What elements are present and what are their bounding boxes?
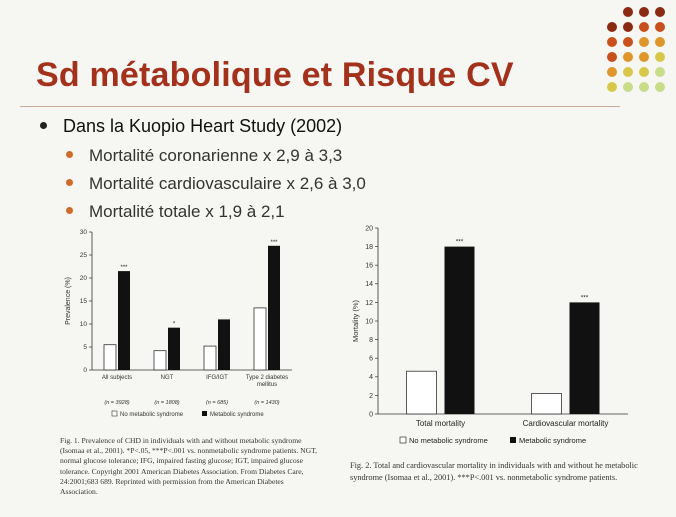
y-tick-label: 0 (369, 411, 373, 418)
legend-swatch-no-metabolic (399, 436, 407, 444)
bar-metabolic-syndrome (444, 246, 475, 414)
chd-prevalence-chart: 0 5 10 15 20 25 30 Prevalence (%) *** All subject… (65, 229, 292, 418)
bar-metabolic-syndrome (569, 302, 600, 414)
decorative-dot (607, 82, 617, 92)
figure-1-caption: Fig. 1. Prevalence of CHD in individuals… (60, 436, 318, 497)
decorative-dot (655, 52, 665, 62)
y-tick-label: 8 (369, 337, 373, 344)
decorative-dot (623, 7, 633, 17)
decorative-dot (639, 52, 649, 62)
y-tick-label: 16 (365, 263, 373, 270)
significance-label: *** (120, 265, 128, 271)
legend-label: Metabolic syndrome (210, 412, 264, 418)
decorative-dot (607, 22, 617, 32)
legend-swatch-metabolic (202, 411, 207, 416)
y-tick-label: 18 (365, 244, 373, 251)
decorative-dot (655, 37, 665, 47)
decorative-dot (623, 67, 633, 77)
sub-bullet-text: Mortalité coronarienne x 2,9 à 3,3 (89, 146, 343, 165)
sub-bullet-dot (66, 151, 73, 159)
bar-metabolic-syndrome (118, 271, 130, 370)
decorative-dot (639, 82, 649, 92)
sample-size-label: (n = 3928) (104, 400, 129, 406)
y-tick-label: 14 (365, 281, 373, 288)
x-tick-label: Total mortality (416, 419, 465, 428)
decorative-dot (655, 7, 665, 17)
y-tick-label: 2 (369, 393, 373, 400)
legend-swatch-no-metabolic (111, 410, 118, 417)
decorative-dot (607, 67, 617, 77)
decorative-dot (655, 22, 665, 32)
x-tick-label: Type 2 diabetes (246, 375, 288, 381)
decorative-dot (623, 82, 633, 92)
decorative-dot-grid (607, 7, 665, 92)
decorative-dot (623, 52, 633, 62)
decorative-dot (639, 67, 649, 77)
title-divider (20, 106, 620, 107)
bar-no-metabolic-syndrome (253, 307, 267, 371)
sub-bullet-text: Mortalité totale x 1,9 à 2,1 (89, 202, 285, 221)
sub-bullet: Mortalité coronarienne x 2,9 à 3,3 (66, 146, 342, 166)
sub-bullet: Mortalité cardiovasculaire x 2,6 à 3,0 (66, 174, 366, 194)
y-tick-label: 0 (83, 367, 87, 374)
significance-label: *** (270, 240, 278, 246)
x-tick-label: All subjects (102, 375, 132, 381)
x-tick-label: mellitus (257, 382, 277, 388)
figure-2-caption: Fig. 2. Total and cardiovascular mortali… (350, 461, 638, 482)
significance-label: *** (456, 239, 464, 246)
legend-label: No metabolic syndrome (120, 412, 184, 418)
significance-label: *** (581, 294, 589, 301)
decorative-dot (639, 37, 649, 47)
bar-no-metabolic-syndrome (103, 344, 117, 371)
legend-label: No metabolic syndrome (409, 436, 488, 445)
x-tick-label: IFG/IGT (206, 375, 228, 381)
bar-no-metabolic-syndrome (406, 370, 437, 415)
slide-title: Sd métabolique et Risque CV (36, 56, 514, 94)
main-bullet: Dans la Kuopio Heart Study (2002) (40, 116, 342, 137)
bar-no-metabolic-syndrome (203, 345, 217, 371)
y-tick-label: 5 (83, 344, 87, 351)
bullet-dot (40, 121, 47, 129)
sub-bullet-text: Mortalité cardiovasculaire x 2,6 à 3,0 (89, 174, 366, 193)
x-tick-label: NGT (161, 375, 174, 381)
mortality-chart: 0 2 4 6 8 10 12 14 16 18 20 Mortality (%) *** Total m… (351, 225, 628, 445)
y-tick-label: 20 (80, 275, 88, 282)
y-tick-label: 4 (369, 374, 373, 381)
bar-metabolic-syndrome (168, 327, 180, 370)
y-tick-label: 25 (80, 252, 88, 259)
decorative-dot (623, 37, 633, 47)
significance-label: * (173, 322, 176, 328)
decorative-dot (607, 37, 617, 47)
legend-label: Metabolic syndrome (519, 436, 586, 445)
bar-no-metabolic-syndrome (153, 350, 167, 371)
y-axis-label: Mortality (%) (351, 299, 360, 342)
sample-size-label: (n = 685) (206, 400, 228, 406)
legend-swatch-metabolic (510, 437, 516, 443)
y-tick-label: 10 (365, 318, 373, 325)
sample-size-label: (n = 1430) (254, 400, 279, 406)
bar-metabolic-syndrome (218, 319, 230, 370)
decorative-dot (655, 67, 665, 77)
y-tick-label: 12 (365, 300, 373, 307)
main-bullet-text: Dans la Kuopio Heart Study (2002) (63, 116, 343, 136)
decorative-dot (623, 22, 633, 32)
y-axis-label: Prevalence (%) (65, 277, 72, 325)
decorative-dot (639, 22, 649, 32)
x-tick-label: Cardiovascular mortality (523, 419, 609, 428)
y-tick-label: 15 (80, 298, 88, 305)
sub-bullet: Mortalité totale x 1,9 à 2,1 (66, 202, 285, 222)
y-tick-label: 20 (365, 225, 373, 232)
decorative-dot (639, 7, 649, 17)
decorative-dot (607, 52, 617, 62)
bar-metabolic-syndrome (268, 245, 280, 370)
y-tick-label: 30 (80, 229, 88, 236)
bar-no-metabolic-syndrome (531, 393, 562, 415)
sub-bullet-dot (66, 179, 73, 187)
decorative-dot (655, 82, 665, 92)
sample-size-label: (n = 1808) (154, 400, 179, 406)
y-tick-label: 6 (369, 356, 373, 363)
y-tick-label: 10 (80, 321, 88, 328)
sub-bullet-dot (66, 207, 73, 215)
